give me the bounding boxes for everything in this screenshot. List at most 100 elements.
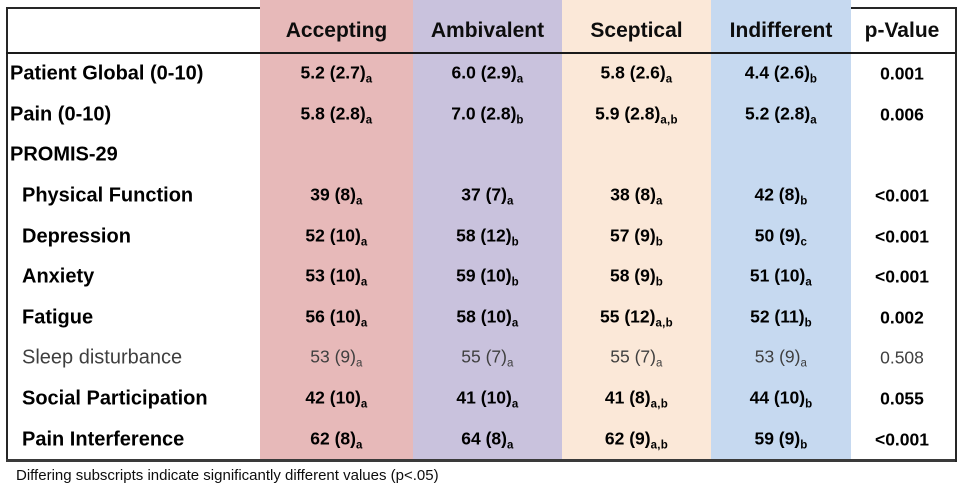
value-cell: 5.8 (2.8)a — [260, 103, 413, 126]
table-footnote: Differing subscripts indicate significan… — [16, 467, 439, 484]
cell-subscript: a,b — [650, 439, 669, 452]
row-label: Social Participation — [22, 387, 208, 410]
value-cell: 42 (10)a — [260, 388, 413, 411]
row-label: Patient Global (0-10) — [10, 62, 204, 85]
cell-subscript: a — [656, 357, 663, 370]
cell-value: 4.4 (2.6) — [744, 62, 810, 83]
cell-subscript: a — [356, 357, 363, 370]
table-row: Pain (0-10) 5.8 (2.8)a 7.0 (2.8)b 5.9 (2.8)… — [0, 95, 962, 136]
pvalue-cell: 0.508 — [880, 347, 924, 368]
value-cell: 41 (8)a,b — [562, 388, 711, 411]
value-cell: 57 (9)b — [562, 225, 711, 248]
cell-subscript: b — [511, 276, 519, 289]
value-cell: 5.2 (2.7)a — [260, 63, 413, 86]
row-label: Physical Function — [22, 184, 194, 207]
table-body: Patient Global (0-10) 5.2 (2.7)a 6.0 (2.9)… — [0, 54, 962, 460]
cell-subscript: b — [516, 114, 524, 127]
cell-value: 52 (10) — [305, 225, 361, 246]
row-label: Depression — [22, 225, 131, 248]
cell-value: 37 (7) — [461, 184, 507, 205]
column-header-indifferent: Indifferent — [729, 18, 833, 42]
value-cell: 6.0 (2.9)a — [413, 63, 562, 86]
table-row: Physical Function 39 (8)a 37 (7)a 38 (8)a 42… — [0, 176, 962, 217]
pvalue-cell: 0.001 — [880, 63, 924, 84]
cell-value: 39 (8) — [310, 184, 356, 205]
cell-value: 59 (9) — [754, 428, 801, 449]
cell-value: 53 (9) — [754, 346, 801, 367]
value-cell: 44 (10)b — [711, 388, 851, 411]
pvalue-cell: 0.002 — [880, 307, 924, 328]
column-stripe-accepting — [260, 0, 413, 462]
value-cell: 59 (9)b — [711, 428, 851, 451]
cell-subscript: a — [360, 236, 368, 249]
pvalue-cell: <0.001 — [874, 266, 929, 287]
table-bottom-border — [6, 459, 955, 462]
value-cell: 5.9 (2.8)a,b — [562, 103, 711, 126]
cell-value: 5.8 (2.8) — [300, 103, 366, 124]
value-cell: 50 (9)c — [711, 225, 851, 248]
value-cell: 55 (7)a — [562, 347, 711, 370]
column-stripe-sceptical — [562, 0, 711, 462]
value-cell: 51 (10)a — [711, 266, 851, 289]
value-cell: 38 (8)a — [562, 185, 711, 208]
cell-subscript: a — [365, 73, 373, 86]
cell-value: 42 (10) — [305, 387, 361, 408]
cell-subscript: a — [507, 357, 514, 370]
column-header-pvalue: p-Value — [864, 18, 940, 42]
cell-value: 59 (10) — [456, 265, 512, 286]
cell-subscript: a — [805, 276, 813, 289]
table-row: Sleep disturbance 53 (9)a 55 (7)a 55 (7)a 53… — [0, 338, 962, 379]
value-cell: 42 (8)b — [711, 185, 851, 208]
value-cell: 4.4 (2.6)b — [711, 63, 851, 86]
cell-subscript: a — [507, 195, 514, 208]
cell-value: 62 (9) — [604, 428, 651, 449]
value-cell: 64 (8)a — [413, 428, 562, 451]
cell-value: 53 (10) — [305, 265, 361, 286]
cell-subscript: a — [356, 439, 363, 452]
cell-subscript: a,b — [660, 114, 678, 127]
pvalue-cell: 0.055 — [880, 388, 924, 409]
cell-subscript: b — [800, 439, 808, 452]
pvalue-cell: <0.001 — [874, 185, 929, 206]
cell-value: 57 (9) — [609, 225, 656, 246]
column-header-accepting: Accepting — [285, 18, 388, 42]
cell-subscript: a — [360, 317, 368, 330]
value-cell: 62 (9)a,b — [562, 428, 711, 451]
row-label: Sleep disturbance — [22, 346, 183, 369]
cell-value: 64 (8) — [461, 428, 507, 449]
value-cell: 58 (12)b — [413, 225, 562, 248]
cell-subscript: b — [805, 398, 813, 411]
value-cell: 55 (7)a — [413, 347, 562, 370]
cell-value: 55 (7) — [610, 346, 656, 367]
table-row: PROMIS-29 — [0, 135, 962, 176]
table-row: Anxiety 53 (10)a 59 (10)b 58 (9)b 51 (10)a <0… — [0, 257, 962, 298]
cell-value: 6.0 (2.9) — [451, 62, 517, 83]
cell-subscript: a — [511, 398, 519, 411]
column-header-sceptical: Sceptical — [590, 18, 683, 42]
value-cell: 52 (10)a — [260, 225, 413, 248]
table-row: Fatigue 56 (10)a 58 (10)a 55 (12)a,b 52 (11)… — [0, 298, 962, 339]
row-label: Fatigue — [22, 306, 94, 329]
cell-value: 7.0 (2.8) — [451, 103, 517, 124]
row-label: Pain Interference — [22, 428, 185, 451]
cell-value: 58 (9) — [609, 265, 656, 286]
cell-value: 62 (8) — [310, 428, 356, 449]
cell-value: 55 (12) — [600, 306, 656, 327]
cell-subscript: a — [360, 398, 368, 411]
cell-subscript: b — [800, 195, 808, 208]
cell-subscript: a — [656, 195, 663, 208]
cell-subscript: a — [516, 73, 524, 86]
value-cell: 58 (10)a — [413, 306, 562, 329]
cell-value: 55 (7) — [461, 346, 507, 367]
table-row: Pain Interference 62 (8)a 64 (8)a 62 (9)a,b… — [0, 419, 962, 460]
cell-value: 5.2 (2.7) — [300, 62, 366, 83]
pvalue-cell: <0.001 — [874, 226, 929, 247]
cell-subscript: a — [356, 195, 363, 208]
cell-subscript: b — [511, 236, 519, 249]
cell-value: 5.9 (2.8) — [595, 103, 661, 124]
cell-subscript: a — [511, 317, 519, 330]
cell-subscript: a,b — [655, 317, 673, 330]
cell-value: 44 (10) — [749, 387, 806, 408]
pvalue-cell: <0.001 — [874, 429, 929, 450]
